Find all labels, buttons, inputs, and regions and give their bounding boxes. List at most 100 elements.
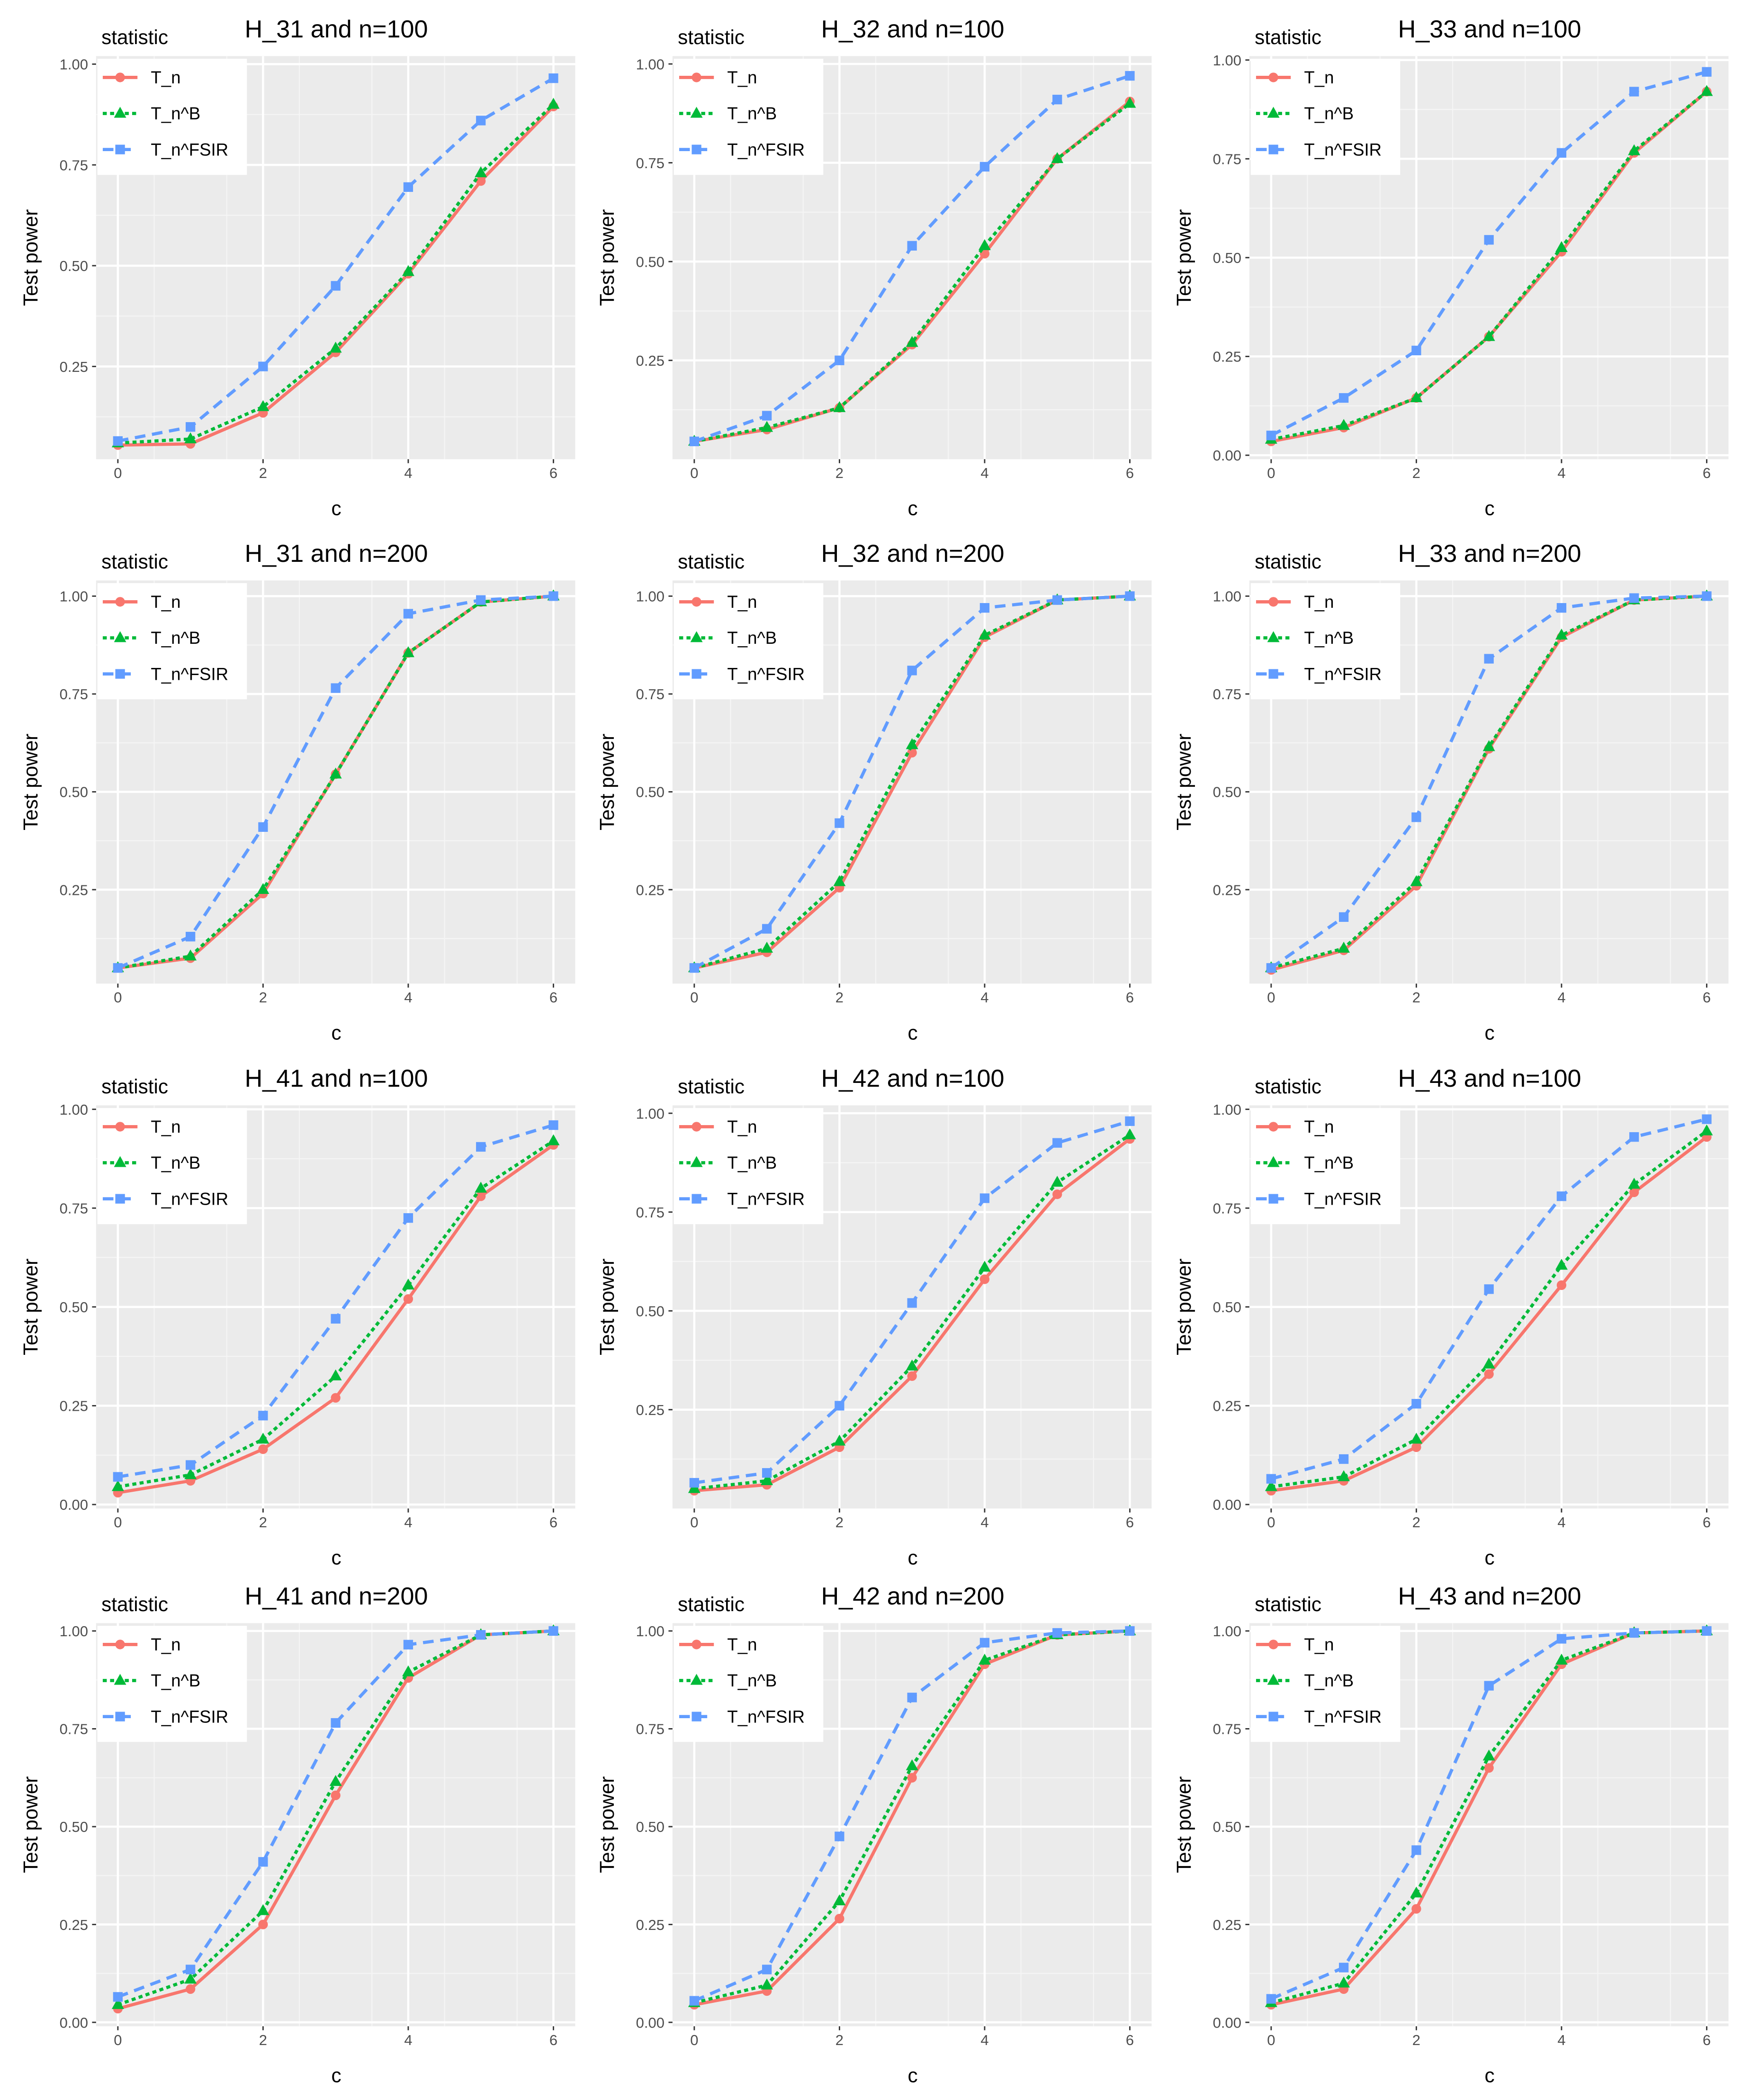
legend-label-tnb: T_n^B (151, 104, 200, 123)
x-axis-label: c (332, 1546, 341, 1568)
data-point-tn (907, 748, 917, 758)
data-point-tnfsir (1266, 963, 1276, 973)
data-point-tnfsir (1338, 912, 1348, 922)
legend-title: statistic (101, 550, 168, 573)
y-tick-label: 0.75 (60, 686, 88, 703)
legend-title: statistic (678, 1075, 745, 1098)
data-point-tnfsir (1125, 1116, 1135, 1126)
data-point-tnb (1410, 1886, 1422, 1898)
data-point-tnb (547, 1134, 560, 1145)
data-point-tnfsir (1701, 67, 1712, 77)
chart-title: H_31 and n=100 (245, 16, 428, 43)
legend-marker-tnb (114, 631, 126, 642)
legend-label-tn: T_n (1304, 1117, 1334, 1136)
series-tnb (111, 1134, 560, 1491)
y-tick-label: 0.00 (636, 2014, 664, 2031)
legend-marker-tn (1268, 597, 1278, 607)
x-tick-label: 2 (1412, 989, 1420, 1006)
x-axis-label: c (332, 1022, 341, 1044)
data-point-tnb (761, 421, 773, 432)
y-tick-label: 0.00 (60, 2014, 88, 2031)
series-tnfsir (690, 591, 1135, 973)
y-tick-label: 1.00 (1212, 588, 1241, 605)
x-axis-label: c (1484, 1546, 1494, 1568)
x-tick-label: 0 (1267, 989, 1275, 1006)
legend-marker-tnfsir (1268, 1194, 1278, 1204)
x-tick-label: 6 (1126, 2032, 1134, 2048)
series-tnfsir (1266, 1626, 1712, 2004)
legend-label-tnb: T_n^B (1304, 1671, 1354, 1690)
data-point-tnb (979, 239, 991, 250)
data-point-tnfsir (1125, 71, 1135, 81)
chart-panel-3: 0 2 4 6 0.00 0.25 0.50 0.75 1.00 T_n T_n^B T_n^FSIR… (1173, 16, 1729, 520)
data-point-tnb (833, 875, 846, 886)
x-tick-label: 6 (549, 1514, 557, 1531)
legend-label-tnb: T_n^B (151, 629, 200, 648)
data-point-tn (331, 1790, 341, 1801)
x-axis-label: c (1484, 2064, 1494, 2087)
data-point-tnfsir (476, 595, 486, 605)
data-point-tnfsir (258, 822, 268, 832)
legend-label-tn: T_n (151, 1117, 180, 1136)
y-tick-label: 1.00 (60, 56, 88, 73)
y-tick-label: 0.00 (60, 1496, 88, 1513)
series-tnb (688, 97, 1136, 446)
x-tick-label: 4 (981, 989, 989, 1006)
data-point-tnfsir (476, 116, 486, 126)
legend-label-tn: T_n (1304, 1635, 1334, 1654)
data-point-tnfsir (1125, 1626, 1135, 1636)
y-tick-label: 0.50 (636, 1303, 664, 1319)
x-tick-label: 6 (1126, 989, 1134, 1006)
series-tnfsir (690, 1626, 1135, 2006)
y-tick-label: 0.75 (1212, 1721, 1241, 1738)
data-point-tnfsir (185, 1965, 196, 1974)
data-point-tnb (1482, 1357, 1495, 1369)
legend-label-tnb: T_n^B (1304, 629, 1354, 648)
x-axis-label: c (332, 2064, 341, 2087)
legend-label-tnfsir: T_n^FSIR (1304, 1189, 1382, 1208)
data-point-tnb (547, 98, 560, 109)
legend-marker-tnfsir (1268, 1712, 1278, 1721)
data-point-tnb (329, 1369, 342, 1380)
chart-panel-5: 0 2 4 6 0.25 0.50 0.75 1.00 T_n T_n^B T_n^FSIR stat… (596, 540, 1152, 1044)
legend-marker-tnb (114, 107, 126, 118)
legend-label-tnfsir: T_n^FSIR (151, 1707, 228, 1726)
y-tick-label: 0.00 (1212, 2014, 1241, 2031)
data-point-tn (907, 1371, 917, 1381)
data-point-tnb (1337, 419, 1350, 430)
y-tick-label: 1.00 (60, 1101, 88, 1118)
data-point-tnfsir (403, 182, 413, 192)
data-point-tnb (1337, 942, 1350, 953)
x-tick-label: 4 (981, 465, 989, 481)
y-tick-label: 0.75 (636, 686, 664, 703)
data-point-tnb (184, 1468, 197, 1479)
x-tick-label: 2 (1412, 465, 1420, 481)
data-point-tnb (402, 646, 414, 658)
data-point-tnb (257, 1433, 269, 1444)
data-point-tnfsir (1052, 1628, 1062, 1638)
x-axis-label: c (1484, 497, 1494, 520)
x-axis-label: c (1484, 1022, 1494, 1044)
legend-marker-tnfsir (691, 1194, 702, 1204)
y-tick-label: 0.25 (636, 1402, 664, 1418)
data-point-tnfsir (113, 1472, 123, 1482)
data-point-tnfsir (980, 162, 990, 172)
series-tnb (688, 1128, 1136, 1493)
legend-marker-tnfsir (1268, 669, 1278, 679)
data-point-tnb (257, 883, 269, 894)
legend-title: statistic (1255, 1075, 1321, 1098)
legend-marker-tnfsir (115, 1194, 125, 1204)
legend-label-tn: T_n (1304, 68, 1334, 87)
data-point-tnb (833, 1434, 846, 1446)
data-point-tnb (402, 265, 414, 276)
data-point-tnb (1051, 1175, 1064, 1187)
y-tick-label: 1.00 (60, 1623, 88, 1640)
y-tick-label: 0.75 (636, 155, 664, 171)
x-axis-label: c (908, 1546, 918, 1568)
data-point-tnb (111, 1480, 124, 1491)
chart-title: H_43 and n=200 (1398, 1583, 1581, 1610)
data-point-tnfsir (1338, 1454, 1348, 1464)
legend-marker-tn (691, 1122, 702, 1132)
x-tick-label: 6 (1702, 2032, 1710, 2048)
data-point-tnfsir (113, 1992, 123, 2002)
